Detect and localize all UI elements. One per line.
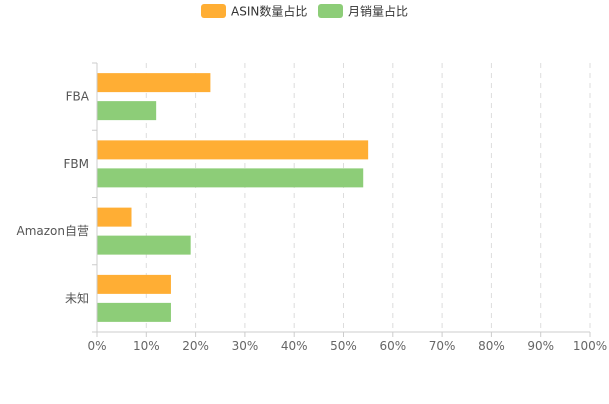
- bar-1-3[interactable]: [97, 207, 132, 227]
- legend[interactable]: ASIN数量占比 月销量占比: [201, 4, 408, 19]
- x-tick-label: 90%: [527, 339, 554, 353]
- bar-2-2[interactable]: [97, 168, 364, 188]
- legend-label: 月销量占比: [348, 4, 408, 19]
- x-tick-label: 40%: [281, 339, 308, 353]
- axes: 0% 10% 20% 30% 40% 50% 60% 70% 80% 90% 100% FBA FBM A…: [17, 62, 607, 353]
- bar-2-1[interactable]: [97, 101, 157, 121]
- y-category-label: FBM: [64, 157, 90, 171]
- x-tick-label: 100%: [573, 339, 607, 353]
- legend-item-1[interactable]: ASIN数量占比: [201, 4, 307, 19]
- legend-label: ASIN数量占比: [231, 4, 307, 19]
- y-category-label: Amazon自营: [17, 224, 90, 238]
- bar-1-1[interactable]: [97, 73, 211, 93]
- legend-swatch: [201, 4, 226, 18]
- x-tick-label: 0%: [87, 339, 106, 353]
- x-tick-label: 70%: [429, 339, 456, 353]
- x-tick-label: 60%: [379, 339, 406, 353]
- y-category-label: FBA: [66, 90, 90, 104]
- bar-1-4[interactable]: [97, 274, 171, 294]
- y-category-label: 未知: [65, 291, 89, 305]
- bar-2-4[interactable]: [97, 302, 171, 322]
- x-tick-label: 20%: [182, 339, 209, 353]
- bar-1-2[interactable]: [97, 140, 369, 160]
- x-tick-label: 80%: [478, 339, 505, 353]
- x-tick-label: 50%: [330, 339, 357, 353]
- legend-item-2[interactable]: 月销量占比: [318, 4, 408, 19]
- bars: [97, 73, 369, 322]
- bar-2-3[interactable]: [97, 235, 191, 255]
- grid: [145, 63, 591, 332]
- x-tick-label: 30%: [232, 339, 259, 353]
- x-tick-label: 10%: [133, 339, 160, 353]
- legend-swatch: [318, 4, 343, 18]
